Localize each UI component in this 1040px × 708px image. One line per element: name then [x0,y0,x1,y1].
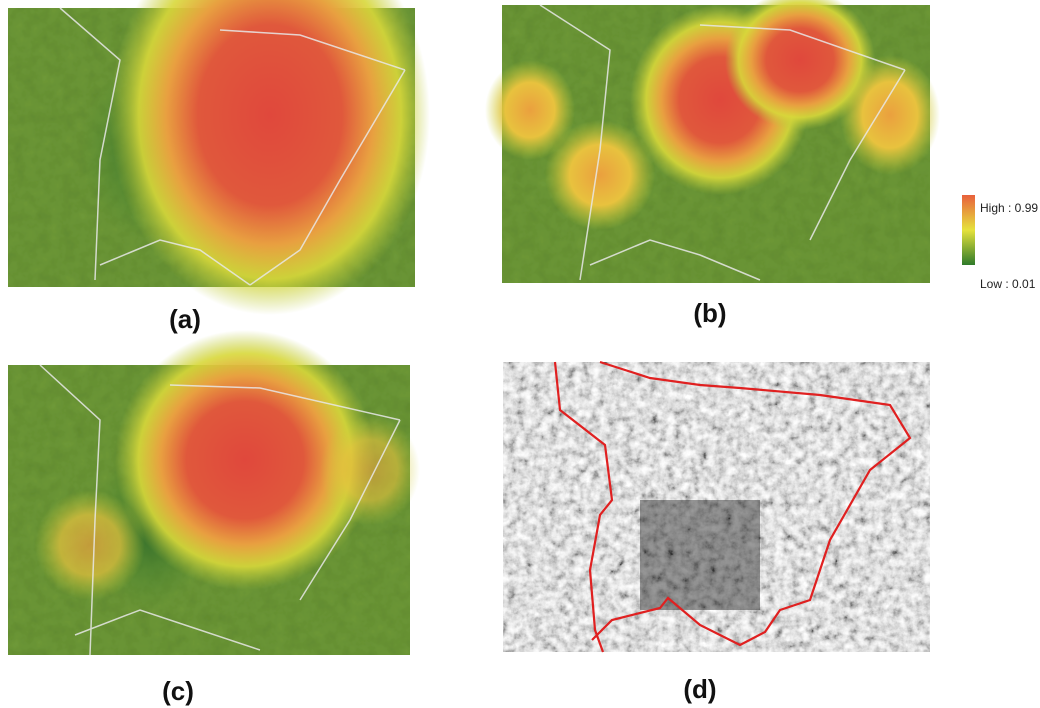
dark-area [640,500,760,610]
panel-label: (d) [683,674,716,704]
map-b [485,0,940,283]
legend-low: Low : 0.01 [980,277,1036,291]
panel-label: (b) [693,298,726,328]
map-d [503,362,930,652]
warm-zone [35,490,145,600]
panel-label: (c) [162,676,194,706]
panel-label: (a) [169,304,201,334]
legend: High : 0.99 Low : 0.01 [962,195,1038,291]
page: (a) (b) High : 0.99 Low : 0.01 (c) (d) (… [0,0,1040,708]
color-bar [962,195,975,265]
warm-zone [320,415,420,525]
map-c [8,330,420,655]
map-a [8,0,430,315]
warm-zone [840,55,940,175]
warm-zone [485,60,575,160]
figure: (a) (b) High : 0.99 Low : 0.01 (c) (d) [0,0,1040,708]
legend-high: High : 0.99 [980,201,1038,215]
